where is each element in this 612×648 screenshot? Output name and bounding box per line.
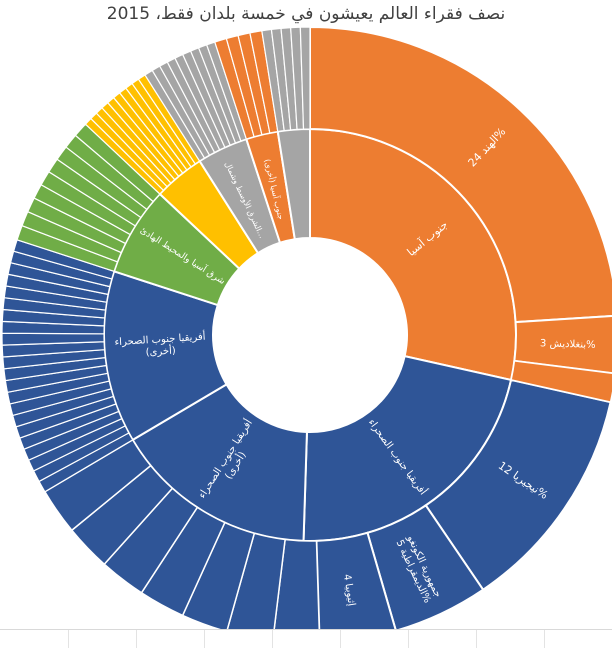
outer-sa-small-0 [510,359,612,404]
spreadsheet-grid [0,629,612,648]
outer-segment-0 [309,25,612,324]
inner-ring [103,127,517,542]
chart-title: نصف فقراء العالم يعيشون في خمسة بلدان فق… [106,4,506,24]
outer-ring [1,25,612,630]
outer-other-4 [299,26,311,130]
label-bangladesh: بنغلاديش 3% [540,338,596,351]
label-ethiopia: إثيوبيا 4 [341,573,357,607]
